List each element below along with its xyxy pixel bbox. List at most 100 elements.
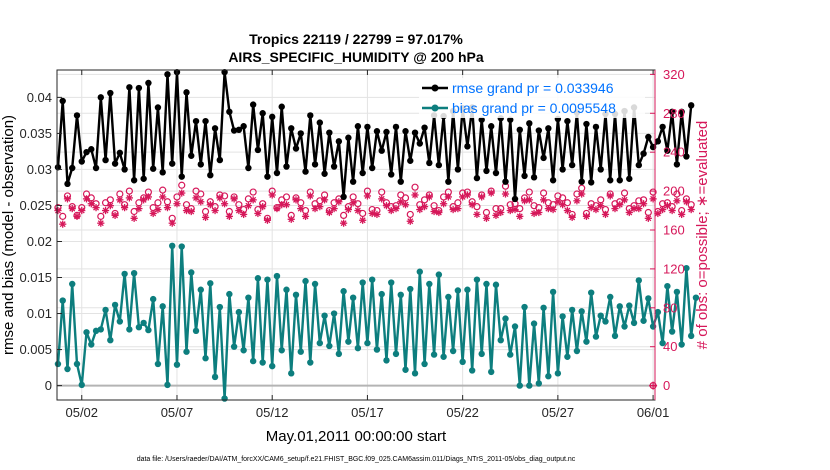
star-stroke xyxy=(245,202,252,209)
obs-evaluated-marker xyxy=(568,213,576,221)
star-stroke xyxy=(250,196,257,203)
obs-evaluated-marker xyxy=(97,219,105,227)
obs-evaluated-marker xyxy=(444,193,452,201)
star-stroke xyxy=(116,196,123,203)
y-tick-label-right: 80 xyxy=(663,300,677,315)
star-stroke xyxy=(659,206,666,213)
obs-possible-marker xyxy=(492,204,500,213)
obs-evaluated-marker xyxy=(254,209,262,218)
obs-evaluated-marker xyxy=(325,208,333,217)
rmse-point xyxy=(292,145,300,152)
star-stroke xyxy=(383,202,390,209)
y-tick-label-left: 0.04 xyxy=(27,90,52,105)
star-stroke xyxy=(188,208,195,215)
star-stroke xyxy=(602,211,609,218)
rmse-point xyxy=(69,164,76,172)
star-stroke xyxy=(664,202,671,209)
chart-title-line1: Tropics 22119 / 22799 = 97.017% xyxy=(249,31,463,47)
rmse-point xyxy=(64,180,71,188)
bias-point xyxy=(78,381,85,389)
bias-point xyxy=(526,382,533,389)
bias-point xyxy=(159,303,166,310)
star-stroke xyxy=(178,190,185,197)
bias-point xyxy=(64,365,71,373)
star-stroke xyxy=(154,206,161,213)
star-stroke xyxy=(393,205,399,212)
bias-point xyxy=(83,329,90,336)
bias-point xyxy=(449,347,457,355)
obs-possible-marker xyxy=(525,188,533,196)
bias-point xyxy=(416,268,423,275)
bias-point xyxy=(473,276,481,283)
star-stroke xyxy=(492,212,499,219)
obs-evaluated-marker xyxy=(187,207,195,216)
rmse-point xyxy=(288,125,295,132)
bias-point xyxy=(597,312,604,319)
obs-evaluated-marker xyxy=(144,193,153,201)
rmse-point xyxy=(254,146,262,154)
bias-point xyxy=(97,326,105,333)
star-stroke xyxy=(193,194,200,201)
rmse-point xyxy=(326,129,333,136)
obs-evaluated-marker xyxy=(54,206,62,215)
bias-point xyxy=(230,343,238,350)
star-stroke xyxy=(402,201,409,208)
bias-point xyxy=(307,359,314,366)
rmse-point xyxy=(364,123,371,131)
star-stroke xyxy=(364,192,371,199)
star-stroke xyxy=(378,195,385,202)
rmse-point xyxy=(73,112,81,119)
star-stroke xyxy=(54,207,61,214)
rmse-point xyxy=(111,160,119,167)
bias-point xyxy=(254,275,262,282)
bias-point xyxy=(183,348,190,355)
obs-evaluated-marker xyxy=(554,198,562,206)
bias-point xyxy=(621,323,628,330)
bias-point xyxy=(211,373,219,381)
obs-evaluated-marker xyxy=(249,196,257,204)
rmse-point xyxy=(640,150,647,157)
obs-evaluated-marker xyxy=(140,196,148,204)
rmse-point xyxy=(102,156,109,164)
star-stroke xyxy=(202,214,209,221)
star-stroke xyxy=(645,215,652,222)
y-axis-label-left: rmse and bias (model - observation) xyxy=(0,115,17,355)
star-stroke xyxy=(107,202,114,209)
legend-rmse-label: rmse grand pr = 0.033946 xyxy=(452,80,614,96)
star-stroke xyxy=(416,206,423,213)
legend-rmse-marker xyxy=(431,84,439,92)
obs-evaluated-marker xyxy=(449,205,457,214)
bias-point xyxy=(273,272,281,280)
rmse-point xyxy=(54,164,62,171)
bias-point xyxy=(278,347,285,354)
bias-point xyxy=(207,280,214,287)
rmse-point xyxy=(411,129,419,136)
bias-point xyxy=(288,370,295,377)
y-tick-label-left: 0.03 xyxy=(27,162,52,177)
star-stroke xyxy=(526,196,533,203)
star-stroke xyxy=(635,205,642,212)
rmse-point xyxy=(97,94,105,101)
obs-possible-marker xyxy=(411,183,419,191)
bias-point xyxy=(111,301,119,309)
star-stroke xyxy=(564,207,571,214)
star-stroke xyxy=(550,206,557,213)
bias-point xyxy=(292,291,300,299)
obs-possible-marker xyxy=(340,211,348,220)
obs-evaluated-marker xyxy=(244,202,252,210)
star-stroke xyxy=(512,206,519,213)
rmse-point xyxy=(340,193,347,201)
bias-point xyxy=(483,280,490,288)
y-tick-label-right: 0 xyxy=(663,378,670,393)
bias-point xyxy=(640,317,647,324)
rmse-point xyxy=(607,177,614,184)
bias-point xyxy=(445,293,452,301)
rmse-point xyxy=(626,175,633,182)
star-stroke xyxy=(302,213,309,220)
bias-point xyxy=(345,338,352,345)
star-stroke xyxy=(259,203,266,210)
obs-evaluated-marker xyxy=(359,216,367,224)
bias-point xyxy=(659,339,666,347)
star-stroke xyxy=(373,211,380,218)
bias-point xyxy=(630,319,638,327)
